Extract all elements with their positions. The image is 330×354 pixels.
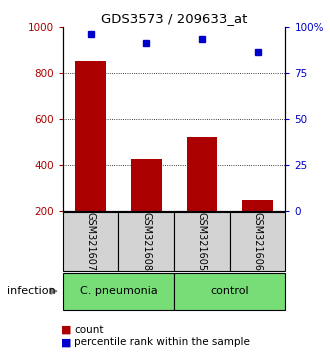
- Text: GSM321608: GSM321608: [141, 212, 151, 271]
- Title: GDS3573 / 209633_at: GDS3573 / 209633_at: [101, 12, 247, 25]
- Text: GSM321606: GSM321606: [252, 212, 263, 271]
- Text: percentile rank within the sample: percentile rank within the sample: [74, 337, 250, 347]
- Text: GSM321607: GSM321607: [85, 212, 96, 271]
- Text: infection: infection: [7, 286, 55, 296]
- Text: ■: ■: [61, 337, 71, 347]
- Bar: [131, 159, 162, 211]
- Bar: [75, 61, 106, 211]
- Text: ■: ■: [61, 325, 71, 335]
- Text: control: control: [211, 286, 249, 296]
- Text: GSM321605: GSM321605: [197, 212, 207, 271]
- Text: count: count: [74, 325, 104, 335]
- Bar: [186, 137, 217, 211]
- Text: C. pneumonia: C. pneumonia: [80, 286, 157, 296]
- Bar: [242, 200, 273, 211]
